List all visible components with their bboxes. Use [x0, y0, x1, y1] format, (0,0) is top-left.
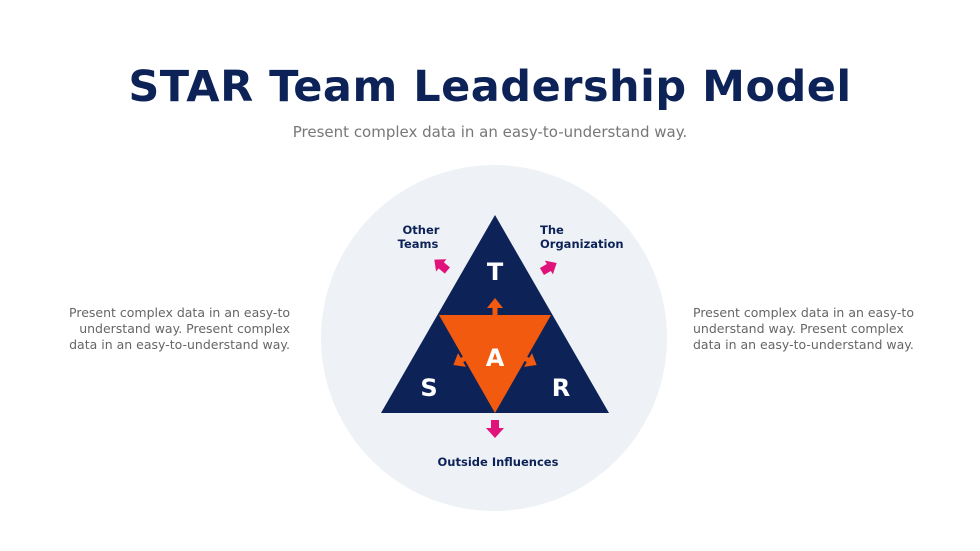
right-description: Present complex data in an easy-to under…: [693, 305, 914, 352]
arrow-down-left-icon: [453, 353, 471, 367]
label-outside-influences: Outside Influences: [438, 455, 559, 469]
label-the: The: [540, 223, 564, 237]
arrow-other-teams-icon: [434, 259, 450, 274]
page-subtitle: Present complex data in an easy-to-under…: [292, 123, 688, 141]
page-title: STAR Team Leadership Model: [128, 62, 852, 112]
inner-triangle: [439, 315, 551, 413]
left-description: Present complex data in an easy-to under…: [69, 305, 290, 352]
letter-a: A: [486, 344, 505, 372]
label-organization: Organization: [540, 237, 624, 251]
letter-r: R: [552, 374, 570, 402]
arrow-organization-icon: [539, 260, 557, 275]
letter-s: S: [420, 374, 437, 402]
letter-t: T: [487, 258, 504, 286]
arrow-outside-icon: [486, 420, 504, 438]
arrow-up-icon: [487, 298, 503, 316]
arrow-down-right-icon: [519, 353, 537, 367]
label-teams: Teams: [398, 237, 439, 251]
label-other: Other: [403, 223, 440, 237]
